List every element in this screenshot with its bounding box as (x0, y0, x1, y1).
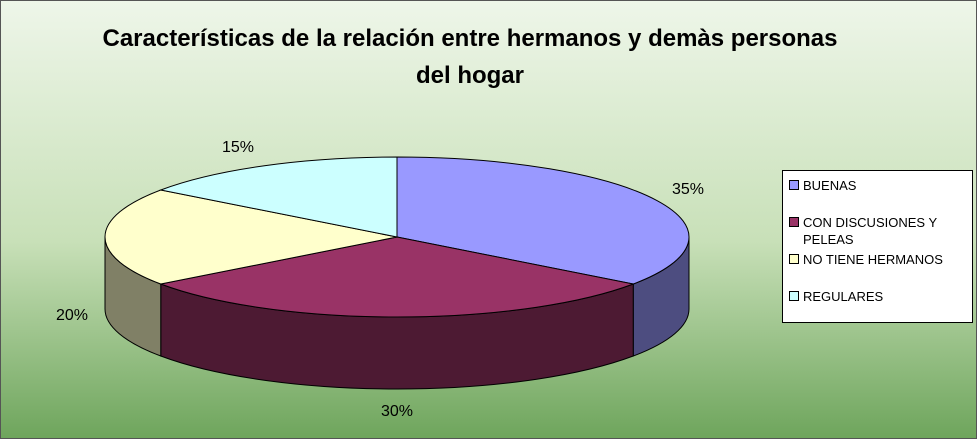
slice (104, 189, 398, 285)
pie: 35% 30% 20% 15% (56, 139, 704, 420)
chart-title: Características de la relación entre her… (102, 25, 838, 89)
legend: BUENAS CON DISCUSIONES Y PELEAS NO TIENE H… (782, 170, 973, 323)
legend-swatch (789, 180, 799, 190)
legend-item: CON DISCUSIONES Y PELEAS (789, 214, 968, 251)
legend-item: BUENAS (789, 177, 968, 214)
data-label: 35% (672, 181, 704, 198)
legend-label: REGULARES (803, 289, 884, 304)
legend-swatch (789, 254, 799, 264)
legend-swatch (789, 217, 799, 227)
data-label: 30% (381, 403, 413, 420)
legend-swatch (789, 291, 799, 301)
slice (158, 236, 636, 318)
legend-label: NO TIENE HERMANOS (803, 252, 943, 267)
slice (158, 156, 398, 238)
legend-label: BUENAS (803, 178, 857, 193)
legend-item: NO TIENE HERMANOS (789, 251, 968, 288)
slice (396, 156, 690, 285)
legend-item: REGULARES (789, 288, 968, 325)
legend-label: CON DISCUSIONES Y PELEAS (803, 215, 937, 247)
data-label: 20% (56, 307, 88, 324)
data-label: 15% (222, 139, 254, 156)
